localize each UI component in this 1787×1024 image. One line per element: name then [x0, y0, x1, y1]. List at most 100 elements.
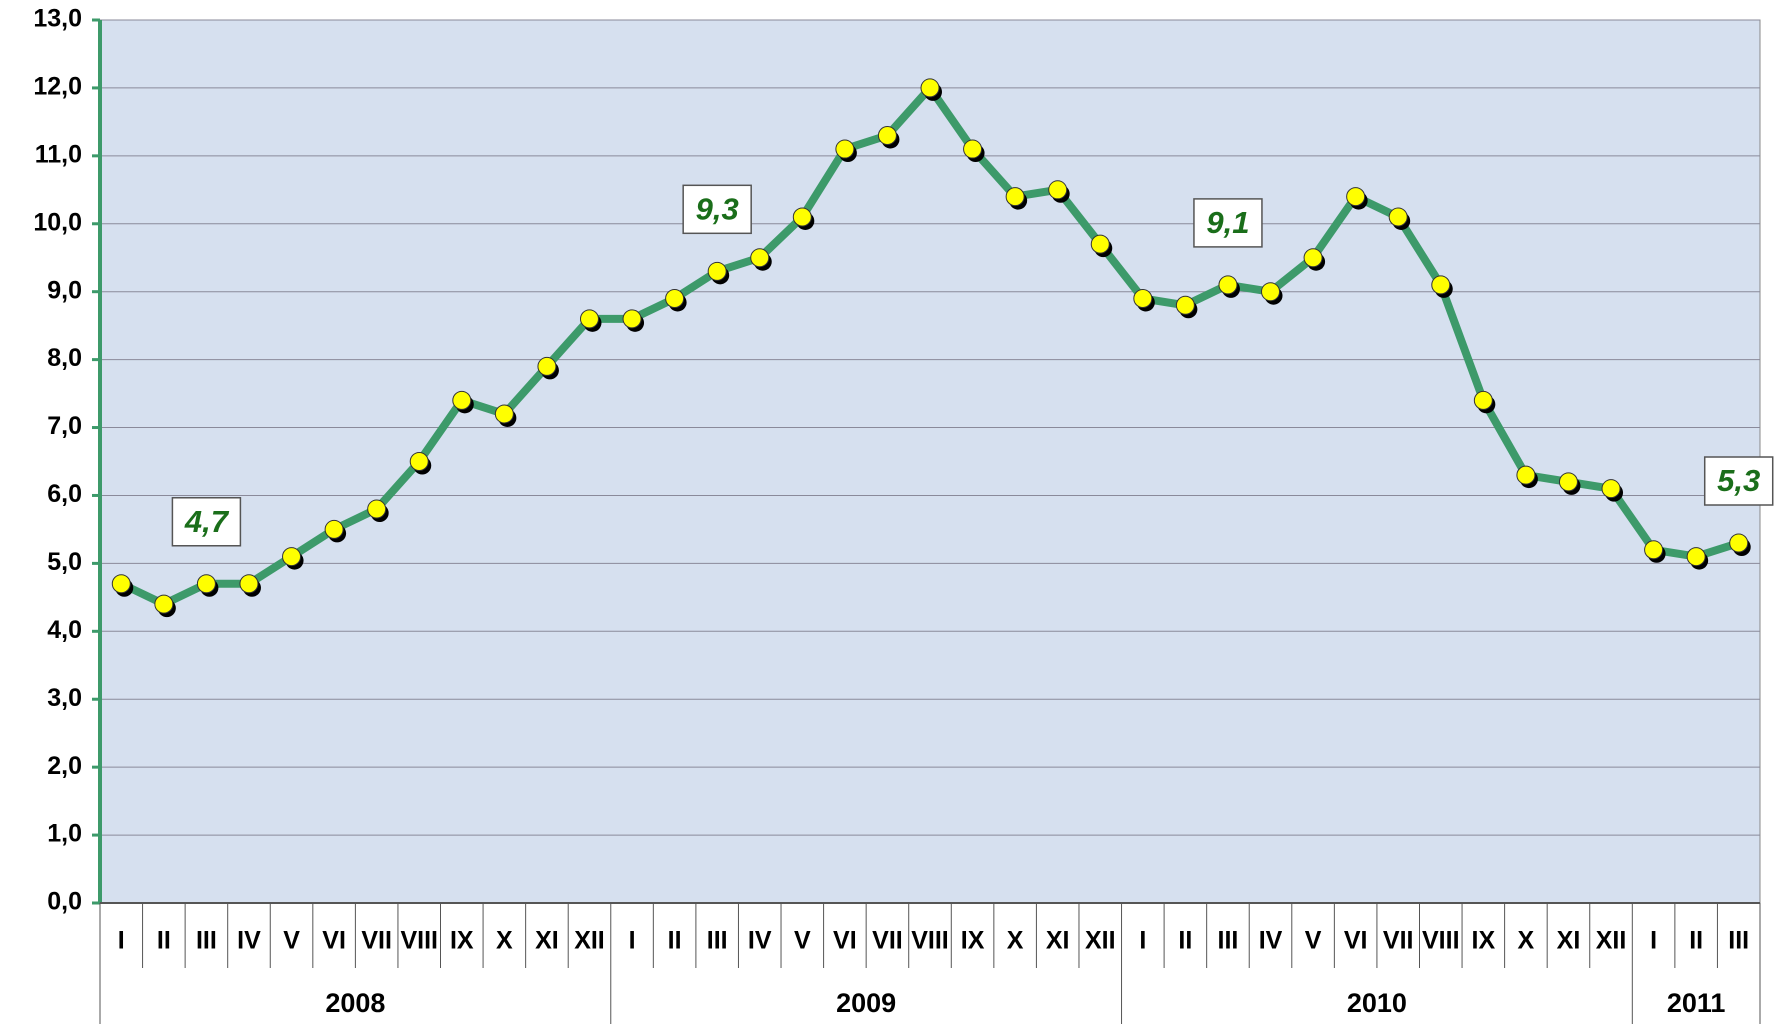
x-tick-label: X — [496, 927, 513, 955]
marker — [1431, 275, 1451, 295]
marker — [1388, 207, 1408, 227]
marker — [537, 356, 557, 376]
marker — [665, 288, 685, 308]
x-tick-label: II — [157, 927, 171, 955]
x-tick-label: VI — [833, 927, 857, 955]
marker — [1516, 465, 1536, 485]
marker — [1644, 540, 1664, 560]
marker — [367, 499, 387, 519]
annotation-box — [171, 497, 242, 547]
plot-area — [99, 19, 1761, 904]
y-tick-label: 1,0 — [47, 820, 82, 848]
x-tick-label: VII — [1383, 927, 1414, 955]
marker — [920, 78, 940, 98]
annotation-box — [1703, 456, 1774, 506]
marker — [877, 125, 897, 145]
marker — [409, 452, 429, 471]
y-tick-label: 12,0 — [33, 73, 82, 101]
marker — [154, 594, 174, 614]
x-tick-label: I — [118, 927, 125, 955]
marker — [1218, 275, 1238, 295]
y-tick-label: 13,0 — [33, 5, 82, 33]
data-label: 9,3 — [696, 192, 739, 227]
y-tick-label: 10,0 — [33, 208, 82, 236]
marker — [792, 207, 812, 227]
marker — [1090, 234, 1110, 254]
marker — [1601, 479, 1621, 499]
x-tick-label: XI — [1046, 927, 1070, 955]
x-tick-label: II — [1178, 927, 1192, 955]
x-tick-label: IX — [961, 927, 985, 955]
year-label: 2008 — [325, 988, 385, 1018]
marker — [622, 309, 642, 329]
x-tick-label: III — [1728, 927, 1749, 955]
x-tick-label: X — [1518, 927, 1535, 955]
x-tick-label: VII — [361, 927, 392, 955]
year-label: 2010 — [1347, 988, 1407, 1018]
year-label: 2011 — [1667, 988, 1726, 1018]
x-tick-label: III — [1218, 927, 1239, 955]
x-tick-label: VII — [872, 927, 903, 955]
marker — [1729, 533, 1749, 553]
y-tick-label: 2,0 — [47, 752, 82, 780]
x-tick-label: IV — [1259, 927, 1283, 955]
marker — [1175, 295, 1195, 315]
x-tick-label: III — [707, 927, 728, 955]
data-label: 4,7 — [184, 504, 230, 539]
x-tick-label: V — [1305, 927, 1322, 955]
x-tick-label: VIII — [1422, 927, 1460, 955]
marker — [1346, 187, 1366, 207]
marker — [1558, 472, 1578, 492]
annotation-box — [1193, 198, 1263, 248]
x-tick-label: II — [668, 927, 682, 955]
marker — [1473, 390, 1493, 410]
x-tick-label: V — [283, 927, 300, 955]
x-tick-label: II — [1689, 927, 1703, 955]
marker — [1261, 282, 1281, 302]
y-tick-label: 9,0 — [47, 276, 82, 304]
x-tick-label: VI — [322, 927, 346, 955]
x-tick-label: XII — [574, 927, 605, 955]
data-label: 5,3 — [1717, 463, 1760, 498]
marker — [324, 519, 344, 539]
marker — [750, 248, 770, 268]
x-tick-label: V — [794, 927, 811, 955]
x-tick-label: XI — [535, 927, 559, 955]
y-tick-label: 8,0 — [47, 344, 82, 372]
year-label: 2009 — [836, 988, 896, 1018]
marker — [196, 574, 216, 594]
marker — [835, 139, 855, 159]
marker — [1048, 180, 1068, 200]
x-tick-label: VI — [1344, 927, 1368, 955]
y-tick-label: 3,0 — [47, 684, 82, 712]
x-tick-label: IV — [748, 927, 772, 955]
marker — [111, 574, 131, 594]
marker — [282, 547, 302, 567]
y-tick-label: 11,0 — [35, 140, 82, 168]
marker — [707, 261, 727, 281]
marker — [579, 309, 599, 329]
x-tick-label: IX — [1472, 927, 1496, 955]
annotation-box — [682, 184, 752, 235]
marker — [452, 390, 472, 410]
y-tick-label: 6,0 — [47, 480, 82, 508]
x-tick-label: III — [196, 927, 217, 955]
marker — [1303, 248, 1323, 268]
y-tick-label: 5,0 — [47, 548, 82, 576]
x-tick-label: I — [1650, 927, 1657, 955]
marker — [1005, 187, 1025, 207]
marker — [963, 139, 983, 159]
x-tick-label: VIII — [400, 927, 438, 955]
x-tick-label: I — [629, 927, 636, 955]
y-tick-label: 7,0 — [47, 412, 82, 440]
x-tick-label: XII — [1085, 927, 1116, 955]
y-tick-label: 4,0 — [47, 616, 82, 644]
marker — [239, 574, 259, 594]
x-tick-label: VIII — [911, 927, 949, 955]
marker — [1133, 288, 1153, 308]
y-tick-label: 0,0 — [47, 888, 82, 916]
data-label: 9,1 — [1206, 205, 1249, 240]
marker — [494, 404, 514, 424]
x-tick-label: X — [1007, 927, 1024, 955]
